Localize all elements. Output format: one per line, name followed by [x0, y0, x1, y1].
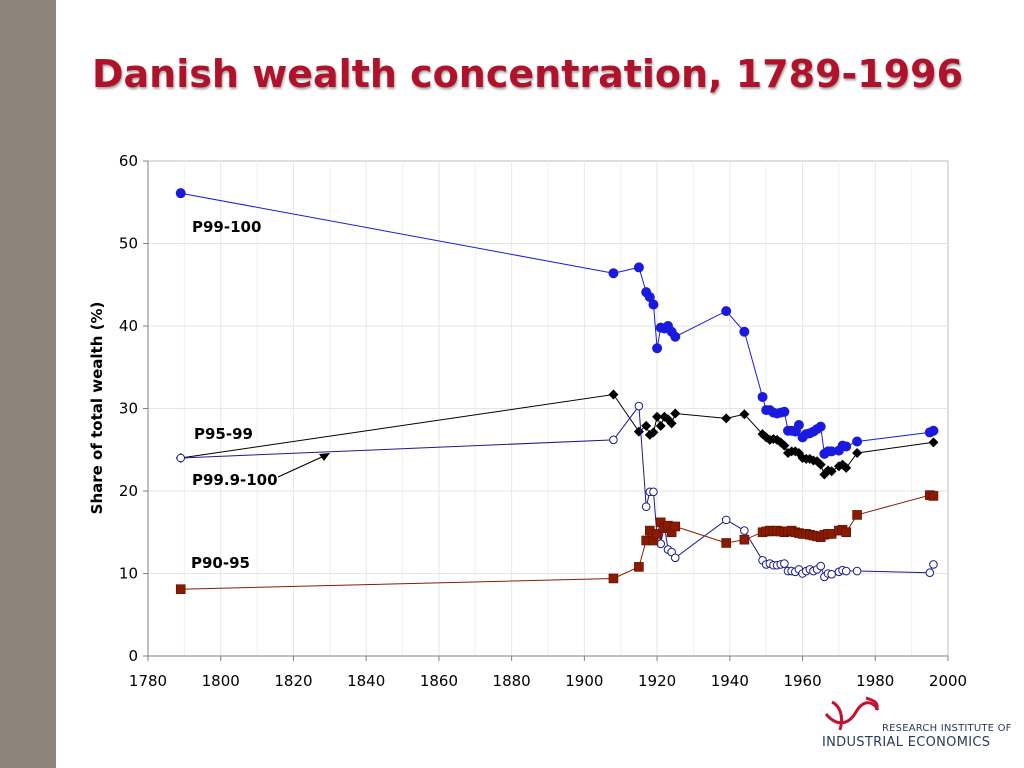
data-point-p99-100	[739, 326, 750, 337]
data-point-p99-9-100	[740, 526, 749, 535]
data-point-p99-9-100	[852, 566, 862, 576]
data-point-p95-99	[652, 411, 663, 422]
series-p90-95	[175, 490, 939, 594]
data-point-p99-9-100	[176, 453, 186, 463]
y-tick-label: 30	[119, 400, 138, 418]
annotation-arrow-line	[277, 455, 325, 478]
series-annotation-label: P95-99	[194, 425, 253, 443]
data-point-p95-99	[779, 440, 790, 451]
logo-text-line2: INDUSTRIAL ECONOMICS	[822, 735, 991, 750]
data-point-p90-95	[852, 510, 862, 520]
data-point-p90-95	[670, 521, 681, 532]
data-point-p99-100	[670, 331, 681, 342]
data-point-p95-99	[655, 420, 666, 431]
data-point-p99-100	[779, 406, 790, 417]
data-point-p99-100	[928, 425, 939, 436]
data-point-p99-9-100	[641, 502, 651, 511]
data-point-p99-100	[815, 421, 826, 432]
chart-axes: 0 10 20 30 40 50 60 1780 1800 1820 1840 1860 1880 190…	[88, 152, 967, 690]
data-point-p99-100	[757, 391, 768, 402]
x-tick-label: 1960	[783, 672, 821, 690]
data-point-p95-99	[826, 466, 837, 477]
data-point-p95-99	[739, 409, 750, 420]
data-point-p90-95	[841, 527, 851, 538]
y-tick-label: 40	[119, 317, 138, 335]
data-point-p99-100	[175, 188, 186, 199]
chart-labels: P99-100 P95-99 P99.9-100 P90-95	[191, 218, 330, 572]
y-tick-label: 10	[119, 565, 138, 583]
research-institute-logo: RESEARCH INSTITUTE OF INDUSTRIAL ECONOMI…	[822, 696, 1011, 754]
data-point-p95-99	[641, 420, 652, 431]
slide-title: Danish wealth concentration, 1789-1996	[92, 52, 964, 96]
data-point-p99-100	[793, 420, 804, 430]
data-point-p99-9-100	[925, 568, 935, 577]
series-annotation-label: P99-100	[192, 218, 261, 236]
x-tick-label: 1920	[638, 672, 676, 690]
series-p95-99	[175, 389, 939, 480]
y-axis-title: Share of total wealth (%)	[88, 302, 106, 515]
data-point-p95-99	[648, 427, 659, 438]
series-p99-100	[175, 188, 939, 459]
data-point-p95-99	[815, 459, 826, 470]
data-point-p99-9-100	[721, 515, 731, 525]
data-point-p99-9-100	[827, 570, 836, 579]
y-tick-label: 60	[119, 152, 138, 170]
x-tick-label: 1840	[347, 672, 385, 690]
data-point-p95-99	[670, 408, 681, 419]
decorative-side-band	[0, 0, 56, 768]
data-point-p99-100	[648, 299, 659, 310]
data-point-p99-9-100	[929, 560, 938, 569]
data-point-p90-95	[175, 584, 186, 594]
data-point-p99-9-100	[649, 487, 658, 497]
data-point-p90-95	[608, 573, 619, 584]
series-p99-9-100	[176, 401, 938, 582]
data-point-p90-95	[928, 491, 939, 501]
series-annotation-label: P99.9-100	[192, 471, 278, 489]
chart-series	[175, 188, 939, 594]
data-point-p90-95	[652, 529, 662, 539]
y-tick-label: 0	[128, 647, 138, 665]
x-tick-label: 1820	[274, 672, 312, 690]
x-tick-label: 1940	[711, 672, 749, 690]
data-point-p99-100	[721, 306, 732, 317]
data-point-p99-9-100	[780, 559, 789, 568]
x-tick-label: 1780	[129, 672, 167, 690]
data-point-p95-99	[841, 462, 852, 473]
x-tick-label: 1800	[202, 672, 240, 690]
logo-text-line1: RESEARCH INSTITUTE OF	[882, 723, 1012, 734]
annotation-arrow-head	[319, 453, 330, 461]
data-point-p95-99	[852, 448, 863, 459]
series-annotation-label: P90-95	[191, 554, 250, 572]
data-point-p95-99	[608, 389, 619, 400]
data-point-p90-95	[721, 538, 731, 548]
data-point-p99-9-100	[634, 401, 644, 411]
data-point-p95-99	[928, 437, 939, 448]
y-tick-label: 50	[119, 235, 138, 253]
data-point-p99-100	[633, 262, 644, 273]
data-point-p99-9-100	[841, 566, 851, 576]
data-point-p99-100	[852, 436, 863, 447]
data-point-p99-100	[841, 441, 852, 452]
x-tick-label: 1980	[856, 672, 894, 690]
x-tick-label: 1880	[493, 672, 531, 690]
data-point-p99-100	[652, 343, 663, 354]
data-point-p90-95	[634, 562, 644, 572]
logo-swirl-icon	[824, 696, 880, 731]
data-point-p95-99	[721, 413, 732, 424]
y-tick-label: 20	[119, 482, 138, 500]
data-point-p95-99	[666, 418, 677, 429]
x-tick-label: 1860	[420, 672, 458, 690]
data-point-p99-100	[608, 268, 619, 279]
chart-gridlines	[147, 160, 949, 657]
data-point-p99-9-100	[816, 561, 826, 571]
data-point-p90-95	[739, 534, 750, 545]
x-tick-label: 1900	[565, 672, 603, 690]
data-point-p99-9-100	[609, 435, 618, 445]
x-tick-label: 2000	[929, 672, 967, 690]
data-point-p99-9-100	[670, 553, 680, 563]
